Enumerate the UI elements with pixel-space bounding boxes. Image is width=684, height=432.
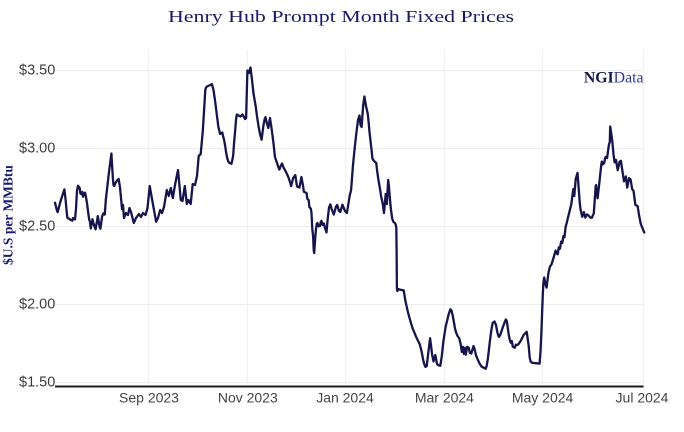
svg-text:$2.50: $2.50	[19, 219, 55, 235]
svg-text:Jan 2024: Jan 2024	[316, 390, 374, 406]
svg-text:Sep 2023: Sep 2023	[119, 390, 179, 406]
svg-text:Nov 2023: Nov 2023	[218, 390, 278, 406]
svg-text:NGIData: NGIData	[584, 70, 644, 87]
svg-text:$3.00: $3.00	[19, 141, 55, 157]
svg-text:$1.50: $1.50	[19, 375, 55, 391]
svg-text:$2.00: $2.00	[19, 297, 55, 313]
svg-text:$3.50: $3.50	[19, 63, 55, 79]
svg-text:Mar 2024: Mar 2024	[415, 390, 474, 406]
svg-text:Henry Hub Prompt Month Fixed P: Henry Hub Prompt Month Fixed Prices	[168, 7, 514, 26]
svg-text:Jul 2024: Jul 2024	[616, 390, 669, 406]
svg-text:$U.S per MMBtu: $U.S per MMBtu	[1, 165, 16, 265]
svg-text:May 2024: May 2024	[512, 390, 574, 406]
